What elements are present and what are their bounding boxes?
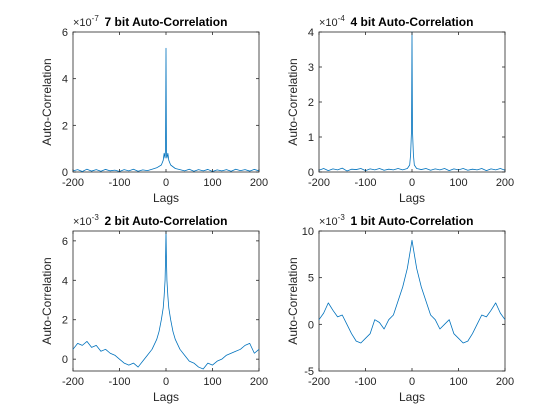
y-tick-label: -5 <box>304 366 314 378</box>
x-tick-label: 200 <box>250 376 268 388</box>
y-axis-label: Auto-Correlation <box>286 257 300 344</box>
y-tick-label: 6 <box>62 27 68 39</box>
y-tick-label: 0 <box>62 167 68 179</box>
y-exponent-power: -3 <box>338 213 346 222</box>
x-tick-label: -100 <box>354 177 376 189</box>
y-exponent-label: ×10-4 <box>319 14 345 29</box>
x-axis-label: Lags <box>399 191 425 205</box>
y-axis-label: Auto-Correlation <box>286 58 300 145</box>
chart-title: 2 bit Auto-Correlation <box>105 214 228 228</box>
x-tick-label: -200 <box>308 376 330 388</box>
x-tick-label: 200 <box>496 177 514 189</box>
y-tick-label: 0 <box>62 354 68 366</box>
x-tick-label: 100 <box>203 376 221 388</box>
x-tick-label: 200 <box>496 376 514 388</box>
x-tick-label: -100 <box>354 376 376 388</box>
y-tick-label: 2 <box>308 97 314 109</box>
y-tick-label: 2 <box>62 315 68 327</box>
y-tick-label: 5 <box>308 273 314 285</box>
y-exponent-label: ×10-3 <box>319 213 345 228</box>
x-tick-label: 0 <box>409 177 415 189</box>
y-tick-label: 6 <box>62 236 68 248</box>
x-tick-label: -200 <box>308 177 330 189</box>
axes-box <box>318 230 506 372</box>
y-tick-label: 2 <box>62 120 68 132</box>
subplot-4: -200 -100 0 100 200 -5 0 5 10 ×10-3 1 bit Auto-Cor… <box>286 213 514 404</box>
y-tick-label: 0 <box>308 319 314 331</box>
x-tick-label: 100 <box>449 376 467 388</box>
x-tick-label: 200 <box>250 177 268 189</box>
y-tick-label: 4 <box>62 275 68 287</box>
x-tick-label: 100 <box>449 177 467 189</box>
chart-title: 7 bit Auto-Correlation <box>105 15 228 29</box>
x-axis-label: Lags <box>153 390 179 404</box>
y-tick-label: 3 <box>308 62 314 74</box>
subplot-2: -200 -100 0 100 200 0 1 2 3 4 ×10-4 4 bit Auto-Corr… <box>286 14 514 205</box>
y-exponent-label: ×10-3 <box>73 213 99 228</box>
y-exponent-power: -3 <box>92 213 100 222</box>
x-tick-label: -200 <box>62 376 84 388</box>
x-tick-label: -200 <box>62 177 84 189</box>
chart-title: 4 bit Auto-Correlation <box>351 15 474 29</box>
x-tick-label: -100 <box>108 376 130 388</box>
x-axis-label: Lags <box>399 390 425 404</box>
y-exponent-power: -7 <box>92 14 100 23</box>
y-tick-label: 0 <box>308 167 314 179</box>
x-tick-label: 0 <box>163 177 169 189</box>
y-tick-label: 1 <box>308 132 314 144</box>
y-axis-label: Auto-Correlation <box>40 58 54 145</box>
x-tick-label: 0 <box>163 376 169 388</box>
series-line <box>72 47 260 172</box>
x-tick-label: 100 <box>203 177 221 189</box>
y-tick-label: 4 <box>62 74 68 86</box>
subplot-3: -200 -100 0 100 200 0 2 4 6 ×10-3 2 bit Auto-Corre… <box>40 213 268 404</box>
y-exponent-power: -4 <box>338 14 346 23</box>
chart-title: 1 bit Auto-Correlation <box>351 214 474 228</box>
y-exponent-label: ×10-7 <box>73 14 99 29</box>
x-tick-label: -100 <box>108 177 130 189</box>
y-tick-label: 4 <box>308 27 314 39</box>
subplot-1: -200 -100 0 100 200 0 2 4 6 ×10-7 7 bit Auto-Corre… <box>40 14 268 205</box>
y-tick-label: 10 <box>302 226 314 238</box>
x-axis-label: Lags <box>153 191 179 205</box>
series-line <box>318 239 506 344</box>
x-tick-label: 0 <box>409 376 415 388</box>
y-axis-label: Auto-Correlation <box>40 257 54 344</box>
